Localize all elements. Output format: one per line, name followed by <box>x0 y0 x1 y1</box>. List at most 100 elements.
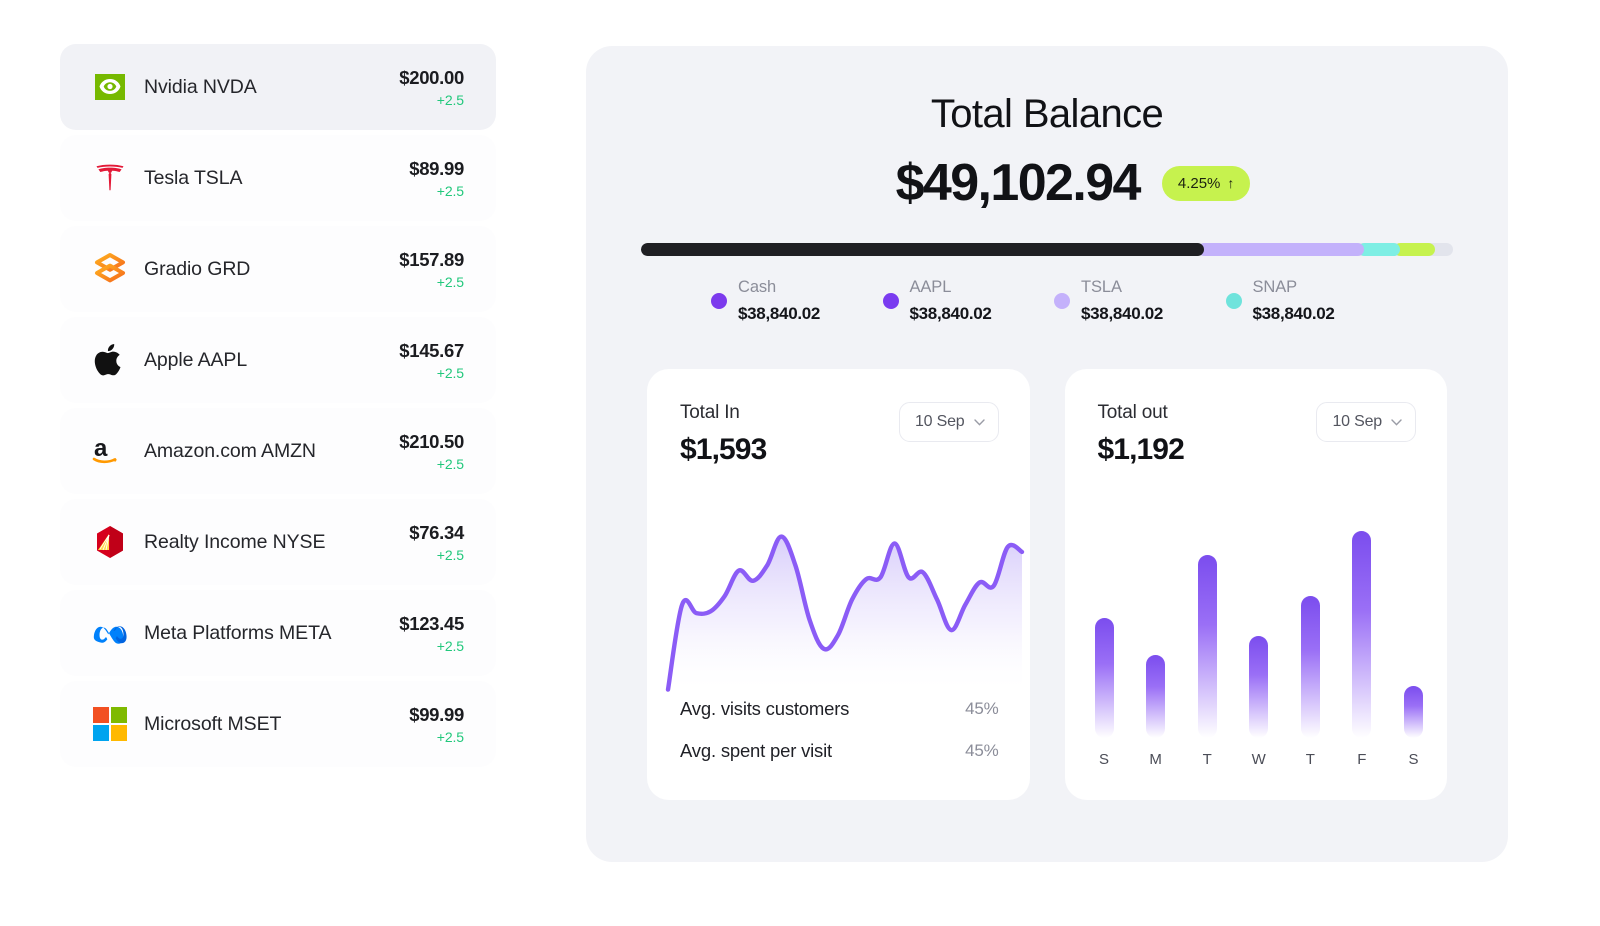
total-in-stats: Avg. visits customers 45% Avg. spent per v… <box>680 688 999 772</box>
stock-figures: $123.45 +2.5 <box>399 613 464 654</box>
stock-name: Nvidia NVDA <box>144 75 257 98</box>
legend-dot-icon <box>1225 293 1242 309</box>
stock-change: +2.5 <box>436 273 464 290</box>
stock-row[interactable]: Apple AAPL $145.67 +2.5 <box>60 317 496 403</box>
stat-row: Avg. spent per visit 45% <box>680 730 999 772</box>
total-in-value: $1,593 <box>680 433 767 466</box>
balance-row: $49,102.94 4.25% ↑ <box>586 153 1508 213</box>
stock-name: Realty Income NYSE <box>144 530 326 553</box>
stock-change: +2.5 <box>436 546 464 563</box>
legend-label: SNAP <box>1252 278 1298 296</box>
stock-row[interactable]: Gradio GRD $157.89 +2.5 <box>60 226 496 312</box>
area-chart-svg <box>665 534 1025 695</box>
legend-dot-icon <box>882 293 899 309</box>
stat-row: Avg. visits customers 45% <box>680 688 999 730</box>
stock-price: $99.99 <box>409 703 464 725</box>
bar-axis-label: M <box>1149 751 1162 768</box>
allocation-segment <box>1358 243 1401 256</box>
total-out-value: $1,192 <box>1097 433 1185 466</box>
amazon-logo: a <box>90 431 130 471</box>
stock-change: +2.5 <box>436 182 464 199</box>
allocation-segment <box>641 243 1204 256</box>
stock-row[interactable]: Realty Income NYSE $76.34 +2.5 <box>60 499 496 585</box>
stock-price: $210.50 <box>399 430 464 452</box>
total-out-header: Total out $1,192 10 Sep <box>1065 369 1448 467</box>
bar-column <box>1094 520 1114 738</box>
stock-name: Microsoft MSET <box>144 712 282 735</box>
apple-logo <box>90 340 130 380</box>
total-in-header: Total In $1,593 10 Sep <box>647 369 1030 467</box>
legend-label: TSLA <box>1081 278 1122 296</box>
bar-column <box>1300 520 1320 738</box>
cards-row: Total In $1,593 10 Sep <box>647 369 1447 800</box>
chevron-down-icon <box>1391 418 1402 426</box>
total-out-bar-chart <box>1094 520 1424 738</box>
total-out-date-selector[interactable]: 10 Sep <box>1316 402 1416 442</box>
legend-item: AAPL $38,840.02 <box>882 278 1055 324</box>
allocation-segment <box>1394 243 1435 256</box>
bar <box>1094 618 1114 738</box>
arrow-up-icon: ↑ <box>1227 175 1235 191</box>
stock-change: +2.5 <box>436 364 464 381</box>
gradio-logo <box>90 249 130 289</box>
stock-figures: $145.67 +2.5 <box>399 340 464 381</box>
legend-value: $38,840.02 <box>1081 304 1164 323</box>
balance-panel: Total Balance $49,102.94 4.25% ↑ Cash $38… <box>586 46 1508 862</box>
legend-dot-icon <box>1054 293 1070 309</box>
bar-axis-label: S <box>1098 751 1109 768</box>
bar <box>1146 655 1166 738</box>
bar-axis-label: F <box>1357 751 1367 768</box>
nvidia-logo <box>90 67 130 107</box>
bar-axis-label: T <box>1305 751 1315 768</box>
bar-column <box>1146 520 1166 738</box>
stock-figures: $210.50 +2.5 <box>399 431 464 472</box>
total-in-label: Total In <box>680 402 740 423</box>
total-in-date-selector[interactable]: 10 Sep <box>898 402 999 442</box>
stock-name: Apple AAPL <box>144 348 248 371</box>
legend-item: SNAP $38,840.02 <box>1225 278 1398 324</box>
bar-axis-label: T <box>1202 751 1212 768</box>
total-in-date-label: 10 Sep <box>914 413 965 430</box>
legend-label: Cash <box>738 278 777 296</box>
badge-percent: 4.25% <box>1177 174 1221 192</box>
stock-row[interactable]: Microsoft MSET $99.99 +2.5 <box>60 681 496 767</box>
stock-price: $200.00 <box>399 66 464 88</box>
bar <box>1249 635 1269 738</box>
total-out-card: Total out $1,192 10 Sep S M T W T F S <box>1064 369 1448 800</box>
watchlist: Nvidia NVDA $200.00 +2.5 Tesla TSLA $89.99 +2… <box>60 44 496 767</box>
stock-price: $76.34 <box>409 521 464 543</box>
stock-figures: $200.00 +2.5 <box>399 67 464 108</box>
legend-value: $38,840.02 <box>738 304 821 323</box>
bar-column <box>1403 520 1423 738</box>
legend-value: $38,840.02 <box>909 304 992 323</box>
allocation-segment <box>1197 243 1365 256</box>
svg-text:a: a <box>94 435 108 462</box>
stock-figures: $76.34 +2.5 <box>409 522 464 563</box>
balance-amount: $49,102.94 <box>895 154 1142 212</box>
legend-item: TSLA $38,840.02 <box>1054 278 1226 324</box>
allocation-legend: Cash $38,840.02 AAPL $38,840.02 TSLA $38,840.… <box>697 278 1397 324</box>
stock-row[interactable]: Tesla TSLA $89.99 +2.5 <box>60 135 496 221</box>
stock-row[interactable]: Nvidia NVDA $200.00 +2.5 <box>60 44 496 130</box>
bar <box>1352 530 1372 738</box>
total-in-area-chart <box>658 515 1030 695</box>
stock-change: +2.5 <box>436 637 464 654</box>
stock-row[interactable]: Meta Platforms META $123.45 +2.5 <box>60 590 496 676</box>
bar <box>1197 554 1217 738</box>
realty-income-logo <box>90 522 130 562</box>
legend-dot-icon <box>711 293 727 309</box>
stock-name: Amazon.com AMZN <box>144 439 316 462</box>
stock-row[interactable]: a Amazon.com AMZN $210.50 +2.5 <box>60 408 496 494</box>
stock-price: $145.67 <box>399 339 464 361</box>
chevron-down-icon <box>973 418 985 426</box>
stock-change: +2.5 <box>436 455 464 472</box>
total-out-date-label: 10 Sep <box>1332 413 1382 430</box>
total-in-card: Total In $1,593 10 Sep <box>647 369 1030 800</box>
stat-value: 45% <box>965 699 999 718</box>
stock-price: $123.45 <box>399 612 464 634</box>
total-out-label: Total out <box>1097 402 1168 423</box>
stock-figures: $99.99 +2.5 <box>409 704 464 745</box>
meta-logo <box>90 613 130 653</box>
stock-name: Tesla TSLA <box>144 166 243 189</box>
allocation-progress-bar <box>641 243 1453 256</box>
